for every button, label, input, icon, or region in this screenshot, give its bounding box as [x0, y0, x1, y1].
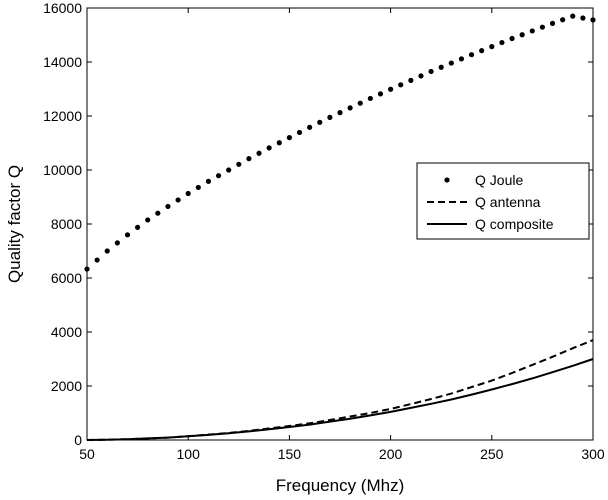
data-point — [337, 110, 343, 116]
series-line — [86, 339, 594, 441]
legend-box — [416, 162, 590, 240]
y-tick-label: 8000 — [51, 216, 82, 232]
data-point — [195, 184, 201, 191]
legend-entries: Q Joule Q antenna Q composite — [427, 172, 554, 232]
data-point — [428, 68, 434, 75]
data-point — [165, 203, 171, 210]
data-point — [317, 119, 323, 125]
data-point — [489, 44, 495, 50]
data-point — [539, 24, 546, 30]
y-tick-label: 14000 — [43, 54, 82, 70]
x-tick-label: 150 — [278, 446, 302, 462]
legend-label-q-antenna: Q antenna — [475, 194, 541, 210]
series-q-antenna — [86, 339, 594, 441]
x-tick-label: 200 — [379, 446, 403, 462]
legend-swatch-q-joule — [444, 177, 450, 183]
data-point — [276, 140, 282, 146]
data-point — [215, 173, 222, 179]
data-point — [438, 64, 444, 70]
data-point — [135, 224, 141, 230]
data-point — [580, 15, 586, 21]
data-point — [256, 150, 262, 156]
series-line — [86, 358, 594, 441]
data-point — [124, 232, 131, 238]
data-point — [408, 77, 414, 83]
data-point — [560, 17, 566, 23]
data-point — [236, 161, 242, 167]
data-point — [549, 20, 556, 26]
data-point — [418, 73, 424, 79]
data-point — [347, 105, 353, 111]
data-point — [388, 86, 394, 92]
data-point — [509, 35, 515, 42]
legend-label-q-composite: Q composite — [475, 216, 554, 232]
x-tick-label: 100 — [177, 446, 201, 462]
legend: Q Joule Q antenna Q composite — [416, 162, 590, 240]
data-point — [398, 82, 404, 88]
data-point — [296, 129, 303, 136]
y-tick-label: 2000 — [51, 378, 82, 394]
data-point — [519, 32, 525, 38]
data-point — [205, 178, 212, 184]
y-tick-label: 12000 — [43, 108, 82, 124]
data-point — [185, 190, 191, 197]
data-point — [266, 145, 272, 151]
y-tick-label: 16000 — [43, 0, 82, 16]
data-point — [226, 167, 232, 173]
data-point — [175, 197, 181, 203]
data-point — [448, 60, 454, 66]
data-point — [104, 248, 110, 254]
data-point — [357, 100, 363, 106]
data-point — [479, 48, 485, 54]
x-tick-label: 300 — [581, 446, 605, 462]
y-tick-label: 0 — [74, 432, 82, 448]
series-q-composite — [86, 358, 594, 441]
data-point — [114, 240, 120, 246]
legend-label-q-joule: Q Joule — [475, 172, 523, 188]
data-point — [367, 95, 373, 102]
axis-ticks: 50 100 150 200 250 300 0 2000 4000 6000 8000 10000 1… — [43, 0, 605, 462]
data-point — [155, 210, 161, 216]
data-point — [286, 135, 292, 141]
data-point — [327, 114, 333, 120]
data-point — [458, 56, 465, 62]
data-point — [468, 52, 475, 58]
y-tick-label: 6000 — [51, 270, 82, 286]
data-point — [570, 13, 576, 19]
x-tick-label: 250 — [480, 446, 504, 462]
data-point — [499, 39, 505, 46]
data-point — [246, 156, 252, 162]
y-tick-label: 10000 — [43, 162, 82, 178]
data-point — [145, 217, 151, 223]
x-axis-label: Frequency (Mhz) — [276, 476, 404, 495]
data-point — [307, 124, 313, 130]
y-tick-label: 4000 — [51, 324, 82, 340]
y-axis-label: Quality factor Q — [5, 165, 24, 283]
data-point — [94, 257, 100, 263]
x-tick-label: 50 — [79, 446, 95, 462]
data-point — [529, 28, 535, 34]
data-point — [377, 91, 384, 97]
